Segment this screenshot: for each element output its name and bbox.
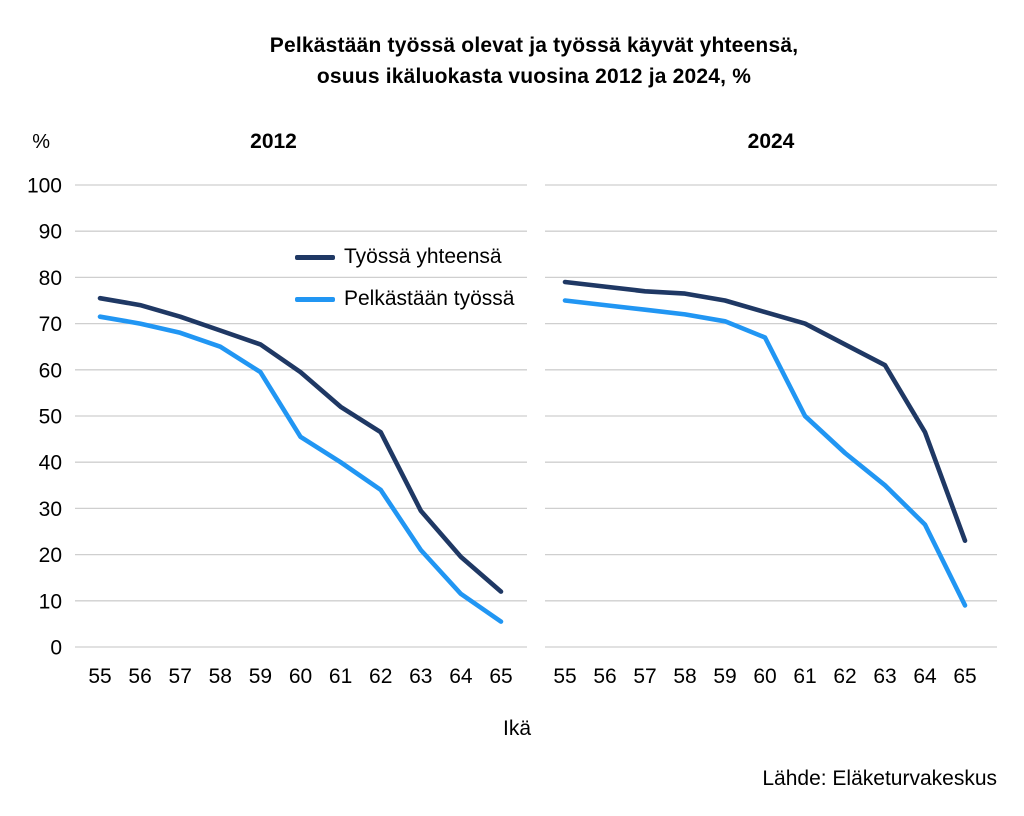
source-credit: Lähde: Eläketurvakeskus: [762, 767, 997, 790]
x-tick-label-55: 55: [88, 665, 111, 688]
y-tick-label-30: 30: [39, 498, 62, 521]
series-line-tyossa-yhteensa-2024: [562, 279, 968, 544]
x-tick-label-56: 56: [128, 665, 151, 688]
x-tick-label-62: 62: [369, 665, 392, 688]
y-tick-label-60: 60: [39, 359, 62, 382]
legend-line-swatch-light: [295, 296, 335, 302]
legend-item-pelkastaan-tyossa: Pelkästään työssä: [293, 285, 521, 313]
y-tick-label-0: 0: [50, 637, 62, 660]
y-tick-label-40: 40: [39, 452, 62, 475]
panel-label-2012: 2012: [250, 130, 297, 153]
x-tick-label-58: 58: [673, 665, 696, 688]
x-tick-label-63: 63: [873, 665, 896, 688]
x-tick-label-65: 65: [489, 665, 512, 688]
legend: Työssä yhteensä Pelkästään työssä: [293, 243, 521, 327]
series-line-pelkastaan-tyossa-2012: [97, 314, 504, 624]
x-tick-label-61: 61: [329, 665, 352, 688]
legend-label: Työssä yhteensä: [344, 245, 502, 268]
y-tick-label-10: 10: [39, 590, 62, 613]
x-tick-label-57: 57: [633, 665, 656, 688]
x-tick-label-60: 60: [753, 665, 776, 688]
x-tick-label-62: 62: [833, 665, 856, 688]
x-tick-label-61: 61: [793, 665, 816, 688]
x-tick-label-64: 64: [913, 665, 937, 688]
y-tick-label-50: 50: [39, 406, 62, 429]
chart-title: Pelkästään työssä olevat ja työssä käyvä…: [44, 30, 1024, 92]
x-tick-label-56: 56: [593, 665, 616, 688]
legend-label: Pelkästään työssä: [344, 287, 515, 310]
y-tick-label-80: 80: [39, 267, 62, 290]
x-tick-label-57: 57: [169, 665, 192, 688]
y-tick-label-100: 100: [27, 175, 62, 198]
y-axis-unit-label: %: [32, 131, 50, 153]
x-tick-label-64: 64: [449, 665, 473, 688]
series-line-pelkastaan-tyossa-2024: [562, 298, 968, 608]
panel-label-2024: 2024: [747, 130, 795, 153]
x-tick-label-60: 60: [289, 665, 312, 688]
y-tick-label-90: 90: [39, 221, 62, 244]
x-tick-label-59: 59: [249, 665, 272, 688]
chart-title-line1: Pelkästään työssä olevat ja työssä käyvä…: [269, 34, 799, 57]
x-tick-label-63: 63: [409, 665, 432, 688]
y-tick-label-20: 20: [39, 544, 62, 567]
x-tick-label-55: 55: [553, 665, 576, 688]
legend-item-tyossa-yhteensa: Työssä yhteensä: [293, 243, 521, 271]
series-line-tyossa-yhteensa-2012: [97, 295, 504, 594]
x-axis-title: Ikä: [502, 717, 531, 740]
x-tick-label-65: 65: [953, 665, 976, 688]
x-tick-label-59: 59: [713, 665, 736, 688]
chart-title-line2: osuus ikäluokasta vuosina 2012 ja 2024, …: [316, 65, 752, 88]
legend-line-swatch-dark: [295, 254, 335, 260]
x-tick-label-58: 58: [209, 665, 232, 688]
y-tick-label-70: 70: [39, 313, 62, 336]
